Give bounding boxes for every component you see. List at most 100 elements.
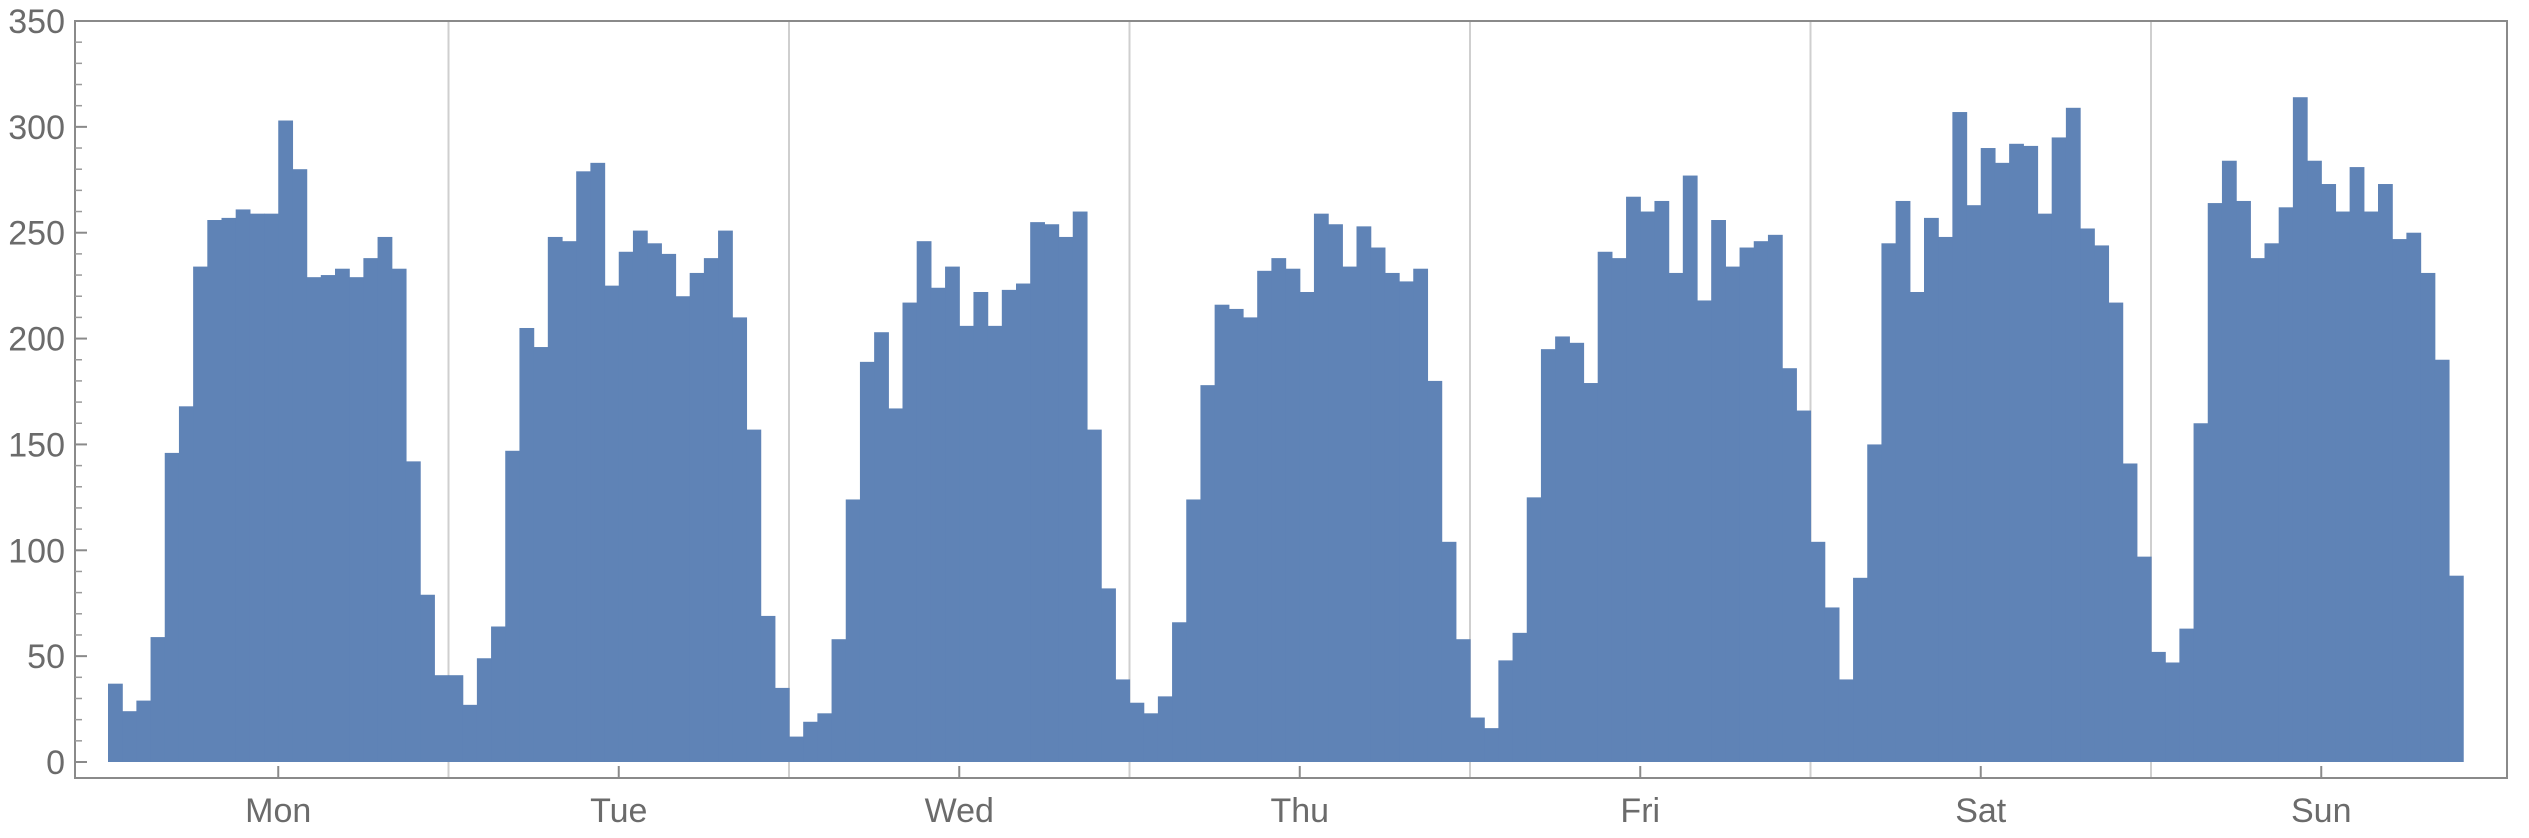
bar xyxy=(1370,247,1386,762)
bar xyxy=(817,713,833,762)
bar xyxy=(1243,317,1258,762)
bar xyxy=(2108,302,2124,762)
bar xyxy=(547,236,563,762)
bar xyxy=(2264,243,2280,763)
bar xyxy=(718,230,733,763)
bar xyxy=(2122,463,2138,762)
bar xyxy=(1313,213,1329,762)
bar xyxy=(845,499,861,762)
bar xyxy=(405,461,421,762)
bar xyxy=(1753,241,1769,762)
y-tick-label: 200 xyxy=(8,321,65,359)
bar xyxy=(831,639,847,762)
bar xyxy=(2165,662,2180,762)
bar xyxy=(2250,258,2266,762)
bar xyxy=(292,169,308,762)
bar xyxy=(1881,243,1897,763)
x-tick-label-sun: Sun xyxy=(2291,792,2352,830)
bar xyxy=(746,429,762,762)
bar xyxy=(604,285,620,762)
bar xyxy=(1526,497,1542,762)
bar xyxy=(476,658,492,762)
bar xyxy=(533,347,549,762)
bar xyxy=(1200,385,1216,762)
bar xyxy=(2037,213,2053,762)
bar xyxy=(703,258,719,762)
bar xyxy=(1427,380,1443,762)
bar xyxy=(1214,304,1230,762)
bar xyxy=(789,736,804,762)
bar xyxy=(2420,272,2436,762)
bar xyxy=(2406,232,2422,762)
bar xyxy=(2292,97,2308,763)
bar xyxy=(2278,207,2294,762)
bar xyxy=(249,213,265,762)
bar xyxy=(391,268,407,762)
y-tick-label: 350 xyxy=(8,3,65,41)
bar xyxy=(207,220,223,762)
y-tick-label: 300 xyxy=(8,109,65,147)
bar xyxy=(2221,160,2237,763)
bar xyxy=(335,268,350,762)
x-tick-label-wed: Wed xyxy=(925,792,994,830)
bar xyxy=(1952,112,1968,763)
bar xyxy=(164,452,180,762)
bar xyxy=(264,213,279,762)
bar xyxy=(1001,289,1017,762)
bar xyxy=(1257,270,1272,762)
bar xyxy=(576,171,591,762)
bar xyxy=(1030,222,1045,762)
bar xyxy=(1016,283,1031,762)
bar xyxy=(774,687,790,762)
bar xyxy=(1739,247,1755,762)
bar xyxy=(2392,239,2407,762)
bar xyxy=(1597,251,1613,762)
bar xyxy=(434,675,450,762)
bar xyxy=(2307,160,2322,763)
bar xyxy=(1782,368,1797,762)
bar xyxy=(2179,628,2195,762)
bar xyxy=(1157,696,1173,762)
bar xyxy=(1583,383,1599,762)
bar xyxy=(1611,258,1627,762)
bar xyxy=(2151,651,2166,762)
bar xyxy=(1682,175,1698,763)
y-tick-label: 50 xyxy=(27,638,65,676)
bar xyxy=(193,266,208,762)
bar xyxy=(916,241,932,762)
bar xyxy=(2065,107,2081,763)
bar xyxy=(632,230,648,763)
bar xyxy=(1172,622,1187,762)
bar xyxy=(1569,342,1585,762)
bar xyxy=(618,251,634,762)
y-tick-label: 100 xyxy=(8,532,65,570)
bar xyxy=(930,287,946,762)
bar xyxy=(221,217,237,762)
bar xyxy=(1697,300,1712,762)
bar xyxy=(1668,272,1684,762)
bar xyxy=(1853,577,1868,762)
x-tick-label-tue: Tue xyxy=(590,792,647,830)
bar xyxy=(235,209,251,762)
bar xyxy=(1228,308,1244,762)
bar xyxy=(108,683,123,762)
bar xyxy=(2136,556,2152,762)
bar xyxy=(2363,211,2379,763)
bar xyxy=(874,332,889,762)
bar xyxy=(1498,660,1514,762)
bar xyxy=(2335,211,2351,763)
bar xyxy=(1938,236,1953,762)
bar xyxy=(491,626,506,762)
bar xyxy=(150,637,166,762)
bar xyxy=(2349,167,2365,762)
bar xyxy=(803,721,818,762)
bar xyxy=(2207,203,2223,762)
bar xyxy=(1909,291,1925,762)
bar xyxy=(1115,679,1131,762)
bar xyxy=(1072,211,1088,763)
bar xyxy=(902,302,918,762)
bar xyxy=(2051,137,2067,762)
bar xyxy=(2193,423,2209,762)
plot-frame xyxy=(74,20,2508,779)
bar xyxy=(1129,702,1145,762)
